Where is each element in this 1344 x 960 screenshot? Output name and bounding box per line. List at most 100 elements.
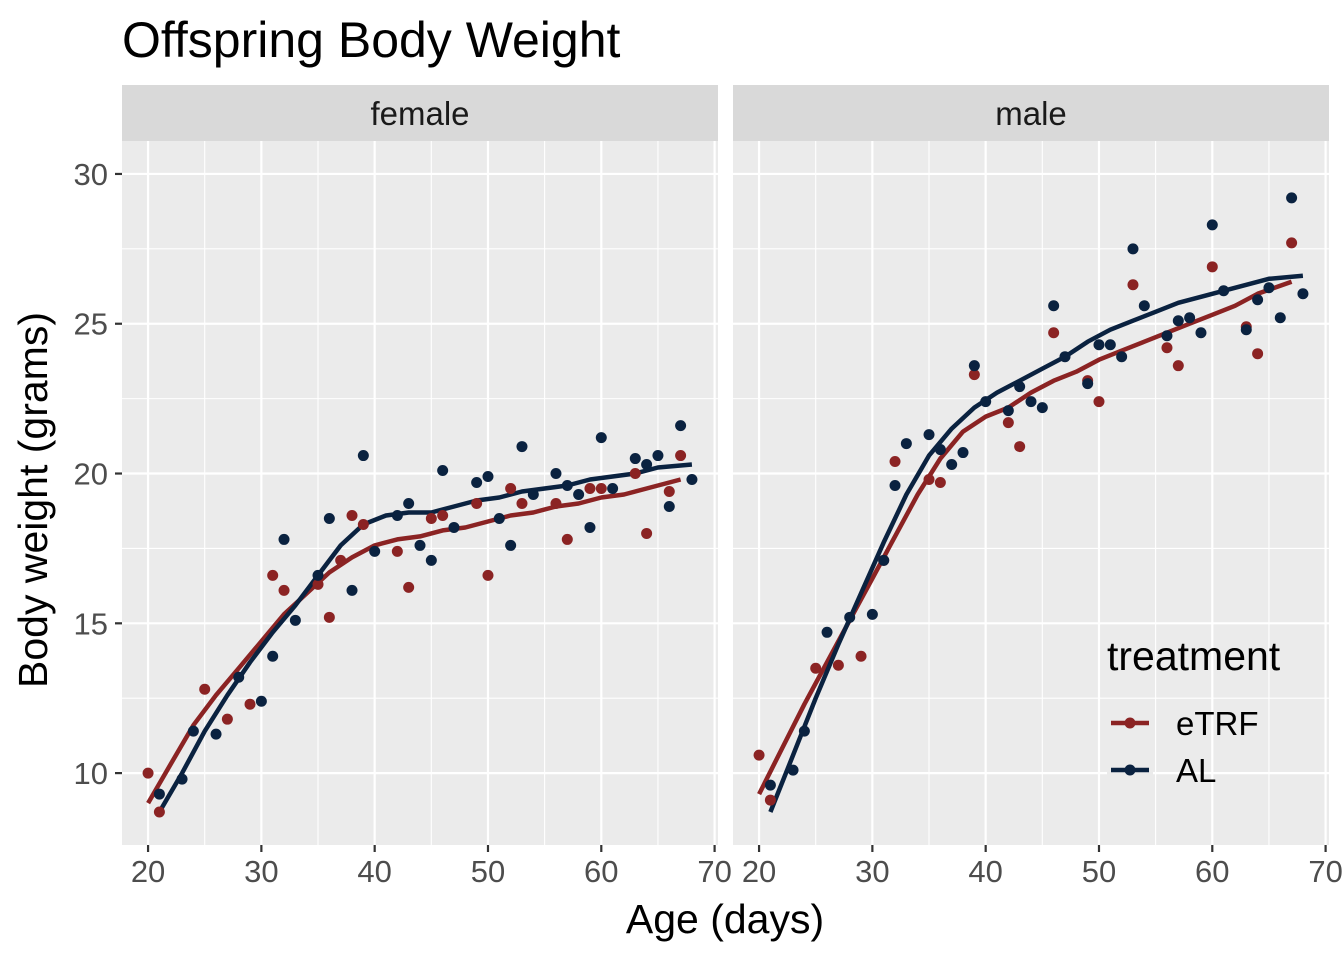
data-point-AL bbox=[289, 614, 301, 626]
data-point-eTRF bbox=[323, 611, 335, 623]
data-point-AL bbox=[900, 438, 912, 450]
data-point-AL bbox=[1206, 219, 1218, 231]
data-point-AL bbox=[550, 468, 562, 480]
data-point-eTRF bbox=[1127, 279, 1139, 291]
data-point-eTRF bbox=[1002, 417, 1014, 429]
data-point-AL bbox=[153, 788, 165, 800]
data-point-AL bbox=[357, 450, 369, 462]
y-tick-label: 25 bbox=[74, 307, 108, 342]
data-point-AL bbox=[1195, 327, 1207, 339]
data-point-AL bbox=[787, 764, 799, 776]
x-tick-label: 20 bbox=[742, 854, 776, 889]
x-axis-male: 20 30 40 50 60 70 bbox=[742, 845, 1343, 889]
data-point-AL bbox=[1025, 396, 1037, 408]
data-point-eTRF bbox=[1093, 396, 1105, 408]
smooth-line-eTRF bbox=[146, 477, 682, 805]
x-tick-label: 20 bbox=[131, 854, 165, 889]
data-point-AL bbox=[1059, 351, 1071, 363]
data-point-AL bbox=[584, 521, 596, 533]
data-point-eTRF bbox=[437, 509, 449, 521]
facet-strip-male bbox=[733, 85, 1329, 141]
data-point-AL bbox=[437, 465, 449, 477]
grid-male bbox=[733, 141, 1329, 845]
data-point-eTRF bbox=[505, 483, 517, 495]
data-point-AL bbox=[641, 459, 653, 471]
x-tick-label: 70 bbox=[1308, 854, 1342, 889]
data-point-AL bbox=[403, 497, 415, 509]
smooth-line-AL bbox=[157, 462, 693, 814]
x-axis-female: 20 30 40 50 60 70 bbox=[131, 845, 732, 889]
data-point-AL bbox=[686, 474, 698, 486]
data-point-AL bbox=[675, 420, 687, 432]
data-point-AL bbox=[176, 773, 188, 785]
x-tick-label: 40 bbox=[357, 854, 391, 889]
data-point-AL bbox=[652, 450, 664, 462]
data-point-eTRF bbox=[199, 683, 211, 695]
data-point-eTRF bbox=[1161, 342, 1173, 354]
data-point-AL bbox=[323, 512, 335, 524]
x-tick-label: 60 bbox=[584, 854, 618, 889]
data-point-eTRF bbox=[1252, 348, 1264, 360]
data-point-AL bbox=[267, 650, 279, 662]
data-point-AL bbox=[561, 480, 573, 492]
data-point-eTRF bbox=[278, 584, 290, 596]
legend-title: treatment bbox=[1107, 633, 1281, 679]
x-tick-label: 30 bbox=[855, 854, 889, 889]
data-point-eTRF bbox=[764, 794, 776, 806]
smooth-lines-female bbox=[146, 462, 693, 814]
smooth-lines-male bbox=[757, 273, 1304, 813]
data-point-AL bbox=[1127, 243, 1139, 255]
data-point-AL bbox=[1161, 330, 1173, 342]
data-point-AL bbox=[1082, 378, 1094, 390]
facet-strip-label-female: female bbox=[370, 95, 469, 132]
x-tick-label: 70 bbox=[697, 854, 731, 889]
data-point-AL bbox=[1116, 351, 1128, 363]
data-point-AL bbox=[210, 728, 222, 740]
data-point-eTRF bbox=[346, 509, 358, 521]
smooth-line-AL bbox=[768, 273, 1304, 813]
x-axis-title: Age (days) bbox=[626, 896, 824, 942]
x-tick-label: 40 bbox=[968, 854, 1002, 889]
data-point-eTRF bbox=[1014, 441, 1026, 453]
data-point-eTRF bbox=[584, 483, 596, 495]
data-point-eTRF bbox=[1048, 327, 1060, 339]
data-point-AL bbox=[1014, 381, 1026, 393]
data-point-eTRF bbox=[675, 450, 687, 462]
legend-label-eTRF: eTRF bbox=[1176, 705, 1259, 742]
data-point-AL bbox=[844, 611, 856, 623]
legend-entries: eTRF AL bbox=[1107, 701, 1259, 792]
data-point-eTRF bbox=[889, 456, 901, 468]
data-point-AL bbox=[505, 539, 517, 551]
data-point-eTRF bbox=[753, 749, 765, 761]
data-point-eTRF bbox=[482, 569, 494, 581]
data-point-eTRF bbox=[855, 650, 867, 662]
data-point-AL bbox=[968, 360, 980, 372]
data-point-eTRF bbox=[471, 497, 483, 509]
data-point-AL bbox=[1274, 312, 1286, 324]
data-point-AL bbox=[493, 512, 505, 524]
data-point-AL bbox=[482, 471, 494, 483]
data-point-AL bbox=[1036, 402, 1048, 414]
data-point-AL bbox=[573, 488, 585, 500]
data-point-AL bbox=[425, 554, 437, 566]
data-point-AL bbox=[889, 480, 901, 492]
data-point-eTRF bbox=[923, 474, 935, 486]
x-tick-label: 60 bbox=[1195, 854, 1229, 889]
data-point-AL bbox=[346, 584, 358, 596]
data-point-AL bbox=[414, 539, 426, 551]
data-point-eTRF bbox=[595, 483, 607, 495]
data-point-AL bbox=[1286, 192, 1298, 204]
data-point-AL bbox=[187, 725, 199, 737]
data-point-AL bbox=[1048, 300, 1060, 312]
y-axis-title: Body weight (grams) bbox=[10, 312, 56, 688]
data-point-eTRF bbox=[221, 713, 233, 725]
data-point-eTRF bbox=[810, 662, 822, 674]
data-point-AL bbox=[957, 447, 969, 459]
plot-area-male bbox=[733, 141, 1329, 845]
data-point-eTRF bbox=[663, 486, 675, 498]
data-point-AL bbox=[980, 396, 992, 408]
data-point-eTRF bbox=[641, 527, 653, 539]
data-point-eTRF bbox=[312, 578, 324, 590]
data-point-eTRF bbox=[516, 497, 528, 509]
